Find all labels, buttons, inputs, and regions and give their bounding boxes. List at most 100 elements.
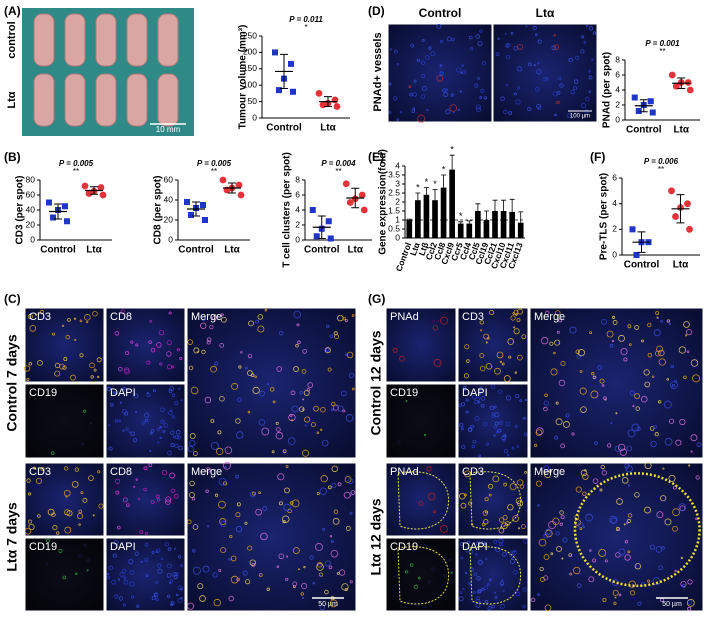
y-tick-label: 250 xyxy=(243,30,257,40)
cell-speckle xyxy=(82,409,87,413)
cell-speckle xyxy=(170,601,175,605)
cell-speckle xyxy=(680,556,684,560)
cell-speckle xyxy=(278,330,284,336)
cell-speckle xyxy=(523,538,528,544)
cell-speckle xyxy=(675,439,682,446)
cell-speckle xyxy=(247,353,253,359)
y-tick-label: 2 xyxy=(612,224,617,234)
cell-speckle xyxy=(251,491,256,496)
y-tick-label: 40 xyxy=(26,204,36,214)
cell-speckle xyxy=(510,559,516,565)
cell-speckle xyxy=(591,58,594,61)
cell-speckle xyxy=(513,326,516,329)
cell-speckle xyxy=(475,553,478,556)
cell-speckle xyxy=(171,365,175,369)
cell-speckle xyxy=(166,351,172,357)
cell-speckle xyxy=(655,311,660,316)
cell-speckle xyxy=(123,579,129,585)
cell-speckle xyxy=(90,375,94,379)
cell-speckle xyxy=(148,340,152,344)
y-tick-label: 6 xyxy=(612,172,617,182)
cell-speckle xyxy=(50,451,55,456)
cell-speckle xyxy=(61,324,65,328)
cell-speckle xyxy=(494,412,500,418)
cell-speckle xyxy=(537,593,541,597)
cell-speckle xyxy=(418,501,424,506)
cell-speckle xyxy=(468,582,471,585)
cell-speckle xyxy=(522,605,526,609)
cell-speckle xyxy=(392,347,398,354)
data-point xyxy=(237,191,245,199)
cell-speckle xyxy=(293,310,301,319)
micrograph xyxy=(105,307,186,383)
cell-speckle xyxy=(292,547,300,554)
cell-speckle xyxy=(89,362,95,369)
sd-bar xyxy=(639,99,648,113)
panel-label: (D) xyxy=(368,4,385,18)
cell-speckle xyxy=(507,504,514,511)
cell-speckle xyxy=(329,535,333,538)
cell-speckle xyxy=(643,369,650,376)
cell-speckle xyxy=(672,525,678,532)
x-tick-label: Ltα xyxy=(347,245,363,256)
cell-speckle xyxy=(52,332,56,336)
cell-speckle xyxy=(582,473,589,480)
cell-speckle xyxy=(573,79,579,84)
axis-line xyxy=(177,180,250,241)
cell-speckle xyxy=(536,103,542,109)
cell-speckle xyxy=(312,582,316,585)
cell-speckle xyxy=(632,404,635,408)
cell-speckle xyxy=(474,400,479,405)
cell-speckle xyxy=(219,518,227,526)
cell-speckle xyxy=(200,322,207,329)
cell-speckle xyxy=(562,537,568,543)
cell-speckle xyxy=(461,444,466,449)
cell-speckle xyxy=(475,34,481,39)
cell-speckle xyxy=(65,495,68,498)
cell-speckle xyxy=(325,324,330,329)
cell-speckle xyxy=(654,432,659,437)
cell-speckle xyxy=(554,339,561,346)
cell-speckle xyxy=(513,569,518,575)
y-tick-label: 2.5 xyxy=(388,187,400,197)
cell-speckle xyxy=(476,107,481,113)
cell-speckle xyxy=(563,421,570,428)
cell-speckle xyxy=(206,337,212,342)
cell-speckle xyxy=(483,421,488,427)
cell-speckle xyxy=(581,35,585,39)
cell-speckle xyxy=(650,440,657,448)
cell-speckle xyxy=(545,528,552,535)
y-axis-label: Pre-TLS (per spot) xyxy=(599,173,610,260)
group-label: Control 7 days xyxy=(4,334,20,431)
cell-speckle xyxy=(164,542,169,547)
cell-speckle xyxy=(92,514,95,517)
y-tick-label: 0 xyxy=(295,234,300,244)
cell-speckle xyxy=(112,391,117,395)
panel-label: (A) xyxy=(4,4,21,18)
cell-speckle xyxy=(180,587,183,591)
cell-speckle xyxy=(107,386,112,391)
cell-speckle xyxy=(212,572,218,578)
cell-speckle xyxy=(144,412,150,418)
cell-speckle xyxy=(302,596,305,600)
cell-speckle xyxy=(220,520,227,528)
cell-speckle xyxy=(543,575,549,581)
cell-speckle xyxy=(503,375,511,383)
cell-speckle xyxy=(577,349,585,357)
cell-speckle xyxy=(628,343,632,347)
data-point xyxy=(331,96,339,104)
sd-bar xyxy=(192,201,200,217)
cell-speckle xyxy=(347,478,354,485)
cell-speckle xyxy=(304,424,307,427)
cell-speckle xyxy=(167,547,172,551)
cell-speckle xyxy=(97,470,101,474)
cell-speckle xyxy=(219,342,225,348)
cell-speckle xyxy=(555,418,563,426)
panel-label: (C) xyxy=(4,292,21,306)
cell-speckle xyxy=(445,88,448,92)
cell-speckle xyxy=(78,553,82,558)
cell-speckle xyxy=(146,360,151,365)
y-tick-label: 2 xyxy=(615,99,620,109)
cell-speckle xyxy=(157,568,163,574)
y-tick-label: 0 xyxy=(30,234,35,244)
